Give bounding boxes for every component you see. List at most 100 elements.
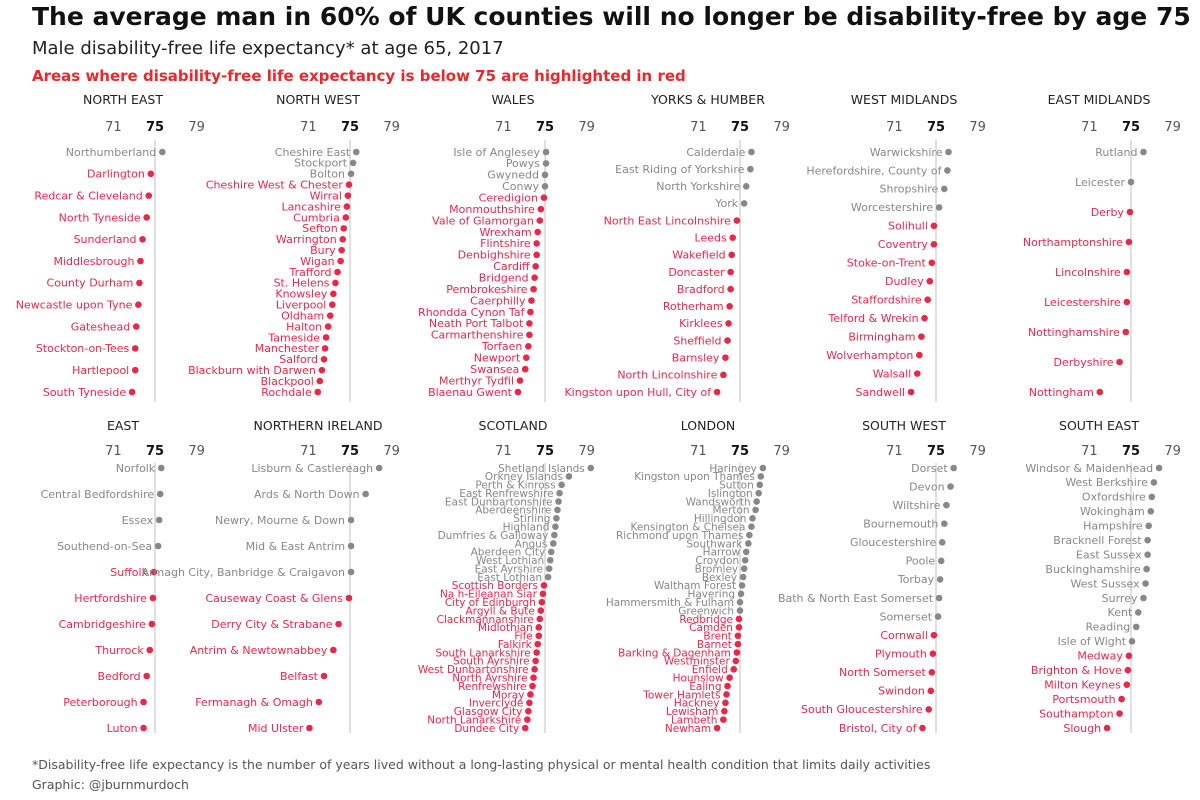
- data-label: Oldham: [281, 309, 324, 322]
- data-label: Aberdeenshire: [475, 505, 551, 517]
- data-label: Coventry: [878, 238, 928, 251]
- data-point: [727, 268, 734, 276]
- data-point: [928, 668, 936, 676]
- data-label: Cheshire West & Chester: [206, 179, 344, 192]
- data-label: Leicestershire: [1044, 296, 1121, 309]
- data-label: Walsall: [873, 367, 912, 380]
- tick-label-east-79: 79: [188, 444, 205, 459]
- data-label: Falkirk: [498, 639, 533, 651]
- data-label: Sutton: [719, 480, 754, 492]
- data-point: [1126, 208, 1134, 216]
- data-label: Camden: [689, 622, 733, 634]
- data-point: [536, 615, 544, 623]
- data-point: [945, 148, 952, 156]
- data-point: [1125, 238, 1133, 246]
- data-label: Sandwell: [855, 386, 905, 399]
- data-label: South Lanarkshire: [435, 647, 530, 659]
- data-point: [950, 464, 957, 472]
- data-point: [921, 314, 928, 322]
- data-label: Stoke-on-Trent: [847, 257, 927, 270]
- data-point: [1118, 695, 1125, 703]
- data-point: [741, 556, 749, 564]
- data-point: [1143, 565, 1150, 573]
- data-label: Middlesbrough: [53, 255, 134, 268]
- data-label: Merthyr Tydfil: [439, 374, 514, 387]
- data-point: [938, 538, 946, 546]
- tick-label-west-midlands-71: 71: [886, 120, 903, 135]
- data-point: [542, 160, 550, 167]
- data-label: Islington: [708, 488, 753, 500]
- data-point: [332, 279, 339, 287]
- tick-label-south-east-75: 75: [1122, 444, 1140, 459]
- data-point: [725, 320, 732, 327]
- data-point: [146, 646, 154, 654]
- panel-title-west-midlands: WEST MIDLANDS: [851, 92, 958, 107]
- panel-title-london: LONDON: [681, 418, 736, 433]
- data-point: [535, 624, 543, 631]
- data-label: Moray: [492, 689, 524, 701]
- data-point: [315, 698, 323, 706]
- data-label: Cornwall: [880, 629, 928, 642]
- data-label: Flintshire: [480, 237, 531, 250]
- tick-label-north-west-75: 75: [341, 120, 359, 135]
- chart-title: The average man in 60% of UK counties wi…: [32, 2, 1191, 31]
- data-point: [1124, 666, 1132, 674]
- data-point: [322, 334, 330, 341]
- data-point: [749, 515, 756, 522]
- data-point: [722, 699, 729, 707]
- data-point: [533, 649, 540, 656]
- data-point: [362, 490, 369, 498]
- data-point: [752, 506, 759, 514]
- data-label: Manchester: [255, 342, 320, 355]
- data-label: Isle of Anglesey: [453, 146, 540, 159]
- data-label: Stirling: [513, 513, 550, 525]
- data-point: [734, 640, 742, 648]
- data-point: [937, 557, 945, 565]
- data-point: [565, 473, 573, 480]
- data-point: [330, 290, 337, 298]
- data-point: [925, 706, 933, 713]
- data-label: Lisburn & Castlereagh: [251, 462, 373, 475]
- data-point: [1142, 580, 1149, 587]
- data-point: [340, 225, 348, 232]
- data-label: Causeway Coast & Glens: [206, 592, 344, 605]
- data-point: [150, 568, 158, 576]
- data-label: Wiltshire: [893, 499, 941, 512]
- data-label: Havering: [687, 589, 735, 601]
- data-label: Bedford: [97, 670, 140, 683]
- data-label: North Lanarkshire: [427, 714, 521, 726]
- data-point: [935, 594, 943, 602]
- data-point: [1128, 638, 1136, 645]
- data-label: Somerset: [880, 610, 933, 623]
- data-label: Sunderland: [74, 233, 137, 246]
- data-point: [929, 650, 937, 658]
- data-point: [1148, 493, 1156, 501]
- tick-label-north-west-71: 71: [300, 120, 317, 135]
- data-label: Suffolk: [110, 566, 148, 579]
- data-label: North Somerset: [839, 666, 926, 679]
- data-label: Angus: [515, 538, 548, 550]
- data-label: Argyll & Bute: [466, 605, 535, 617]
- data-label: Cardiff: [493, 260, 530, 273]
- tick-label-london-75: 75: [731, 444, 749, 459]
- data-point: [737, 590, 745, 598]
- data-label: Brent: [703, 631, 732, 643]
- data-label: Kirklees: [679, 317, 723, 330]
- data-point: [157, 464, 165, 472]
- data-label: Haringey: [709, 463, 757, 475]
- data-point: [541, 171, 549, 179]
- data-label: Derbyshire: [1053, 356, 1113, 369]
- data-point: [136, 279, 143, 287]
- data-label: Rhondda Cynon Taf: [418, 306, 526, 319]
- data-point: [544, 573, 552, 581]
- data-label: Isle of Wight: [1058, 635, 1127, 648]
- data-point: [534, 640, 542, 648]
- data-point: [525, 707, 532, 715]
- data-point: [1123, 681, 1131, 688]
- data-point: [1144, 551, 1151, 558]
- data-point: [547, 548, 555, 556]
- data-point: [347, 542, 355, 550]
- data-point: [722, 354, 729, 362]
- data-point: [720, 716, 727, 723]
- data-label: Nottingham: [1029, 386, 1094, 399]
